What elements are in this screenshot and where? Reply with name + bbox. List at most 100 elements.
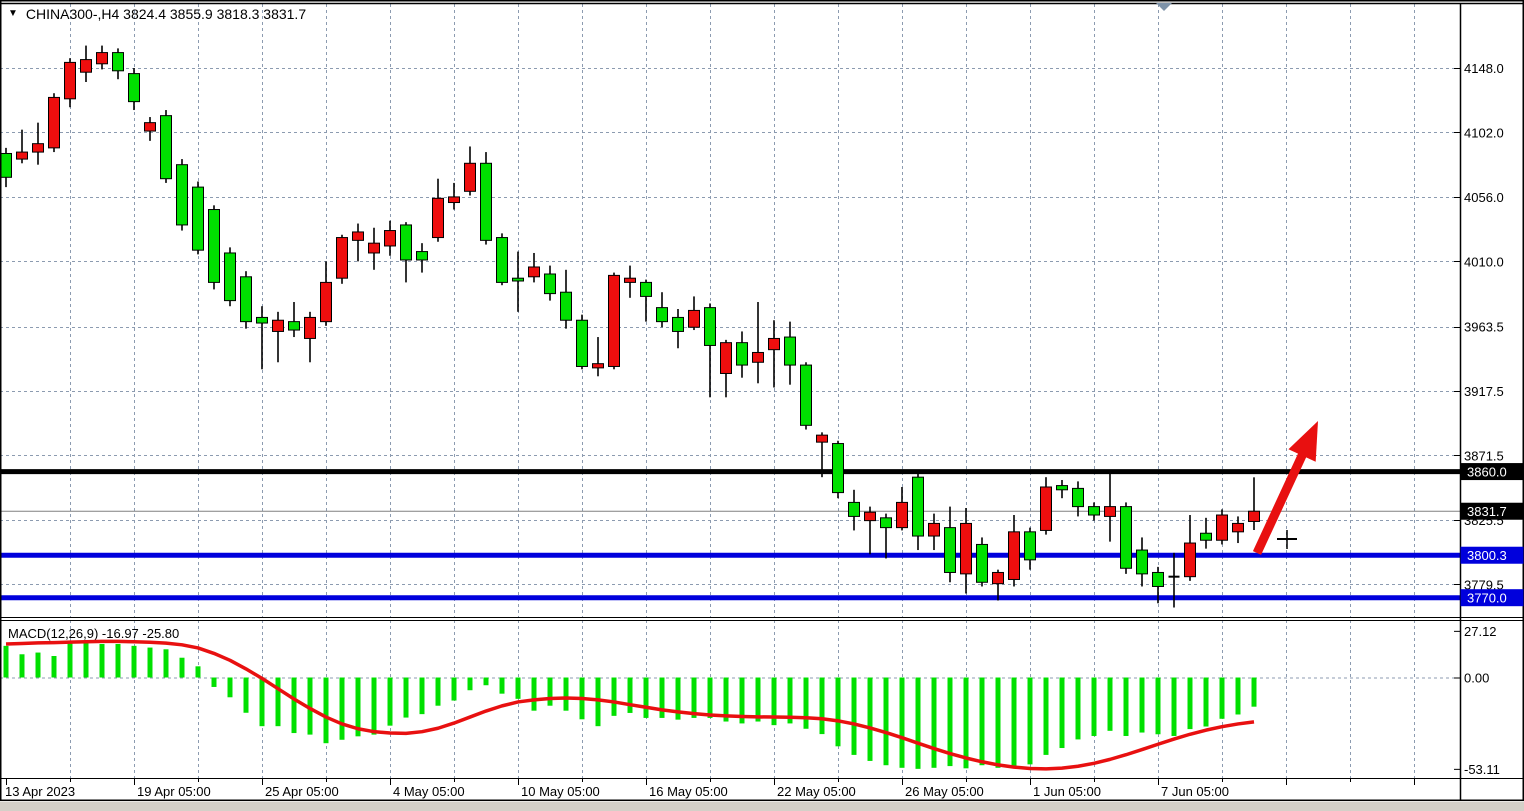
- candle: [1072, 481, 1084, 517]
- candle: [1200, 517, 1212, 549]
- candle: [784, 321, 796, 385]
- bear-candle-body: [736, 342, 748, 366]
- price-tick-label: 4010.0: [1464, 254, 1504, 269]
- time-axis[interactable]: 13 Apr 2023 19 Apr 05:00 25 Apr 05:00 4 May…: [5, 779, 1415, 799]
- candle: [608, 272, 620, 370]
- macd-bar: [835, 677, 841, 747]
- chart-shift-marker-icon[interactable]: [1156, 3, 1172, 11]
- bull-candle-body: [80, 59, 92, 73]
- macd-bar: [1219, 677, 1225, 719]
- candle: [32, 122, 44, 165]
- candle: [448, 182, 460, 210]
- bull-candle-body: [768, 337, 780, 351]
- bear-candle-body: [576, 319, 588, 367]
- bull-candle-body: [368, 242, 380, 254]
- candle: [1024, 527, 1036, 570]
- candle: [864, 506, 876, 555]
- candle: [48, 93, 60, 153]
- price-tick-label: 4148.0: [1464, 61, 1504, 76]
- macd-signal-line: [5, 639, 1255, 771]
- breakout-arrow[interactable]: [1252, 421, 1318, 555]
- candle: [272, 311, 284, 363]
- price-axis[interactable]: 4148.0 4102.0 4056.0 4010.0 3963.5 3917.5 3871…: [1454, 61, 1524, 777]
- macd-bar: [179, 657, 185, 678]
- support2-price-badge-text: 3770.0: [1467, 591, 1507, 606]
- bull-candle-body: [928, 522, 940, 537]
- candle: [832, 440, 844, 499]
- bear-candle-body: [256, 316, 268, 324]
- bear-candle-body: [784, 336, 796, 366]
- candle: [464, 146, 476, 196]
- time-tick-label: 25 Apr 05:00: [265, 784, 339, 799]
- time-tick-label: 10 May 05:00: [521, 784, 600, 799]
- bull-candle-body: [304, 316, 316, 339]
- candle: [0, 147, 12, 188]
- price-tick-label: 3963.5: [1464, 320, 1504, 335]
- bull-candle-body: [624, 277, 636, 283]
- macd-bar: [1155, 677, 1161, 735]
- candle: [656, 292, 668, 328]
- macd-bar: [803, 677, 809, 729]
- macd-bar: [643, 677, 649, 718]
- macd-bar: [403, 677, 409, 718]
- candle: [1184, 515, 1196, 581]
- macd-bar: [883, 677, 889, 766]
- bull-candle-body: [816, 434, 828, 443]
- candle: [384, 220, 396, 256]
- symbol-ohlc-text: CHINA300-,H4 3824.4 3855.9 3818.3 3831.7: [25, 6, 307, 22]
- macd-bar: [963, 677, 969, 769]
- candle: [96, 45, 108, 70]
- price-tick-label: 3779.5: [1464, 577, 1504, 592]
- macd-bar: [867, 677, 873, 761]
- macd-bar: [3, 645, 9, 678]
- candle: [1136, 537, 1148, 587]
- bear-candle-body: [832, 443, 844, 494]
- candle: [976, 537, 988, 587]
- bear-candle-body: [512, 277, 524, 282]
- bull-candle-body: [144, 122, 156, 132]
- bull-candle-body: [1216, 514, 1228, 541]
- bull-candle-body: [864, 511, 876, 522]
- macd-label: MACD(12,26,9) -16.97 -25.80: [8, 626, 179, 641]
- arrow-head[interactable]: [1288, 421, 1318, 462]
- macd-bar: [1123, 677, 1129, 736]
- macd-bar: [691, 677, 697, 718]
- price-tick-label: 4056.0: [1464, 190, 1504, 205]
- bear-candle-body: [1024, 531, 1036, 561]
- macd-bar: [259, 677, 265, 727]
- candle: [192, 181, 204, 255]
- bull-candle-body: [1248, 510, 1260, 522]
- symbol-dropdown-icon[interactable]: ▼: [8, 8, 18, 19]
- macd-bar: [707, 677, 713, 718]
- candle: [688, 296, 700, 331]
- macd-bar: [131, 645, 137, 678]
- bull-candle-body: [528, 266, 540, 278]
- macd-bar: [115, 643, 121, 678]
- macd-bar: [1235, 677, 1241, 715]
- candle: [320, 261, 332, 326]
- support-price-badge-bg: [1460, 546, 1524, 564]
- macd-bar: [787, 677, 793, 724]
- candle: [560, 269, 572, 329]
- arrow-shaft[interactable]: [1252, 446, 1310, 555]
- bear-candle-body: [0, 152, 12, 178]
- macd-bar: [931, 677, 937, 768]
- chart-title: ▼ CHINA300-,H4 3824.4 3855.9 3818.3 3831…: [8, 6, 306, 22]
- macd-tick-label: 0.00: [1464, 671, 1489, 686]
- bull-candle-body: [432, 197, 444, 239]
- support-price-badge-text: 3800.3: [1467, 548, 1507, 563]
- macd-bar: [675, 677, 681, 720]
- macd-bar: [1059, 677, 1065, 749]
- bull-candle-body: [448, 196, 460, 204]
- bull-candle-body: [48, 96, 60, 149]
- macd-bar: [323, 677, 329, 744]
- candle: [224, 247, 236, 307]
- macd-histogram: [3, 642, 1257, 769]
- bear-candle-body: [640, 281, 652, 297]
- bear-candle-body: [560, 291, 572, 321]
- candle: [64, 58, 76, 108]
- bear-candle-body: [1072, 487, 1084, 508]
- macd-bar: [995, 677, 1001, 768]
